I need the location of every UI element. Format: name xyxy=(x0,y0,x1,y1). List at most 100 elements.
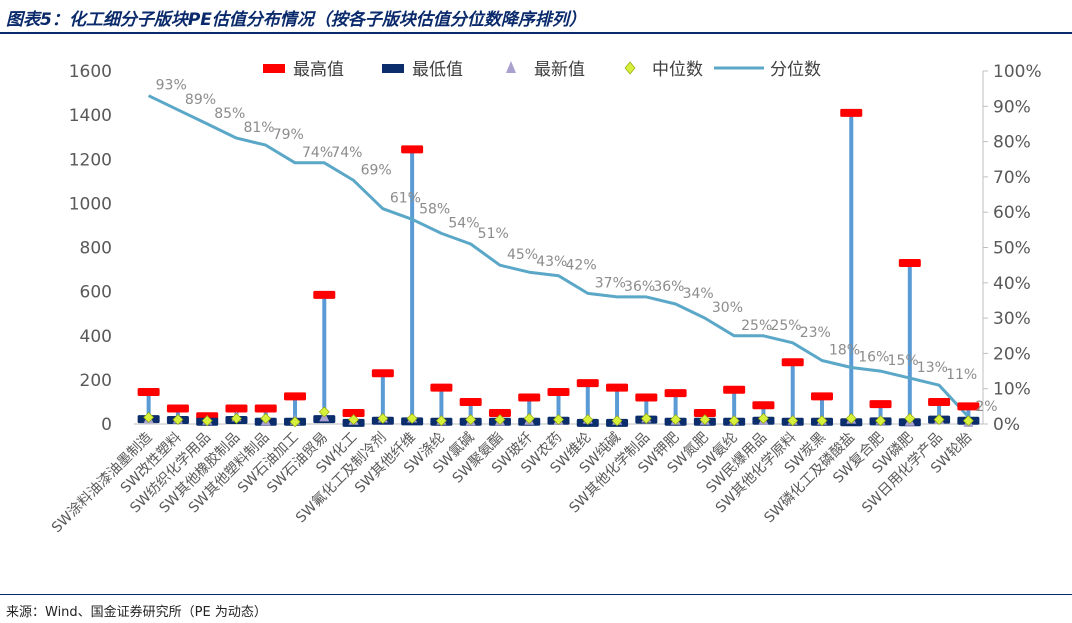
range-bar xyxy=(410,149,415,422)
left-axis-tick-label: 200 xyxy=(80,371,112,391)
left-axis-tick-label: 1000 xyxy=(69,194,112,214)
title-rule xyxy=(0,32,1072,34)
right-axis-tick-label: 90% xyxy=(993,97,1031,117)
max-marker xyxy=(752,401,775,410)
max-marker xyxy=(342,408,365,417)
right-axis-tick-label: 100% xyxy=(993,62,1042,82)
median-marker xyxy=(728,415,740,427)
median-marker xyxy=(699,414,711,426)
range-bar xyxy=(673,393,678,422)
percentile-data-label: 36% xyxy=(653,279,684,295)
max-marker xyxy=(810,392,833,401)
range-bar xyxy=(527,397,532,422)
median-marker xyxy=(377,413,389,424)
percentile-data-label: 58% xyxy=(419,201,450,217)
max-marker xyxy=(313,290,336,299)
left-axis-tick-label: 400 xyxy=(80,327,112,347)
max-marker xyxy=(781,358,804,367)
percentile-data-label: 79% xyxy=(273,127,304,143)
range-bar xyxy=(790,362,795,422)
legend-latest-marker xyxy=(506,61,516,73)
max-marker xyxy=(284,392,307,401)
percentile-data-label: 51% xyxy=(478,226,509,242)
percentile-data-label: 16% xyxy=(858,350,889,366)
median-marker xyxy=(816,415,828,427)
range-bar xyxy=(644,397,649,420)
range-bar xyxy=(293,396,298,422)
max-marker xyxy=(693,408,716,417)
left-axis-tick-label: 1400 xyxy=(69,106,112,126)
percentile-data-label: 30% xyxy=(712,300,743,316)
percentile-data-label: 93% xyxy=(156,78,187,94)
median-marker xyxy=(172,414,184,426)
max-marker xyxy=(225,404,248,413)
right-axis-tick-label: 50% xyxy=(993,239,1031,259)
range-bar xyxy=(937,401,942,420)
percentile-data-label: 85% xyxy=(214,106,245,122)
median-marker xyxy=(670,414,682,426)
max-marker xyxy=(664,389,687,398)
median-marker xyxy=(348,414,359,426)
max-marker xyxy=(928,397,951,406)
percentile-line xyxy=(147,94,970,418)
chart-legend: 最高值 最低值 最新值 中位数 分位数 xyxy=(263,60,821,80)
median-marker xyxy=(845,413,857,424)
right-axis-tick-label: 70% xyxy=(993,168,1031,188)
median-marker xyxy=(582,414,594,426)
percentile-data-label: 43% xyxy=(536,254,567,270)
percentile-data-label: 42% xyxy=(566,258,597,274)
pe-valuation-chart: 最高值 最低值 最新值 中位数 分位数 0 200 400 600 800 1000 120… xyxy=(49,60,1042,536)
range-bar xyxy=(761,405,766,421)
legend-min-marker xyxy=(382,64,404,73)
legend-max-label: 最高值 xyxy=(293,60,344,80)
max-marker xyxy=(635,393,658,402)
median-marker xyxy=(143,411,155,423)
median-marker xyxy=(465,414,477,426)
footer-rule xyxy=(0,594,1072,595)
percentile-data-label: 74% xyxy=(302,145,333,161)
percentile-data-label: 36% xyxy=(624,279,655,295)
max-marker xyxy=(137,388,160,397)
median-marker xyxy=(875,415,886,427)
range-bar xyxy=(732,389,737,422)
max-marker xyxy=(606,383,629,392)
legend-min-label: 最低值 xyxy=(412,60,463,80)
source-note: 来源：Wind、国金证券研究所（PE 为动态） xyxy=(6,605,267,620)
percentile-data-label: 25% xyxy=(770,318,801,334)
range-bar xyxy=(966,406,971,421)
percentile-data-label: 18% xyxy=(829,342,860,358)
left-axis-tick-label: 600 xyxy=(80,283,112,303)
median-marker xyxy=(435,415,447,427)
max-marker xyxy=(518,393,541,402)
max-marker xyxy=(166,404,189,413)
range-bar xyxy=(907,262,912,423)
right-axis-tick-label: 80% xyxy=(993,133,1031,153)
percentile-data-label: 89% xyxy=(185,92,216,108)
median-marker xyxy=(553,414,564,426)
max-marker xyxy=(898,258,921,267)
legend-max-marker xyxy=(263,64,285,73)
median-marker xyxy=(201,415,213,427)
range-bar xyxy=(556,392,561,421)
percentile-data-label: 25% xyxy=(741,318,772,334)
median-marker xyxy=(962,415,974,427)
figure-title: 图表5：化工细分子版块PE估值分布情况（按各子版块估值分位数降序排列） xyxy=(6,10,586,30)
median-marker xyxy=(640,413,652,424)
percentile-data-label: 54% xyxy=(448,215,479,231)
range-bar xyxy=(615,387,620,423)
left-axis-tick-label: 800 xyxy=(80,239,112,259)
max-marker xyxy=(430,383,453,392)
percentile-data-label: 11% xyxy=(946,367,977,383)
median-marker xyxy=(933,414,945,426)
right-axis-tick-label: 60% xyxy=(993,203,1031,223)
percentile-data-label: 74% xyxy=(331,145,362,161)
median-marker xyxy=(406,413,418,424)
percentile-data-label: 23% xyxy=(800,325,831,341)
left-axis-tick-label: 1200 xyxy=(69,150,112,170)
percentile-data-label: 81% xyxy=(243,120,274,136)
percentile-data-label: 61% xyxy=(390,191,421,207)
legend-latest-label: 最新值 xyxy=(534,60,585,80)
range-bar xyxy=(439,387,444,422)
median-marker xyxy=(904,413,916,424)
max-marker xyxy=(401,145,424,154)
